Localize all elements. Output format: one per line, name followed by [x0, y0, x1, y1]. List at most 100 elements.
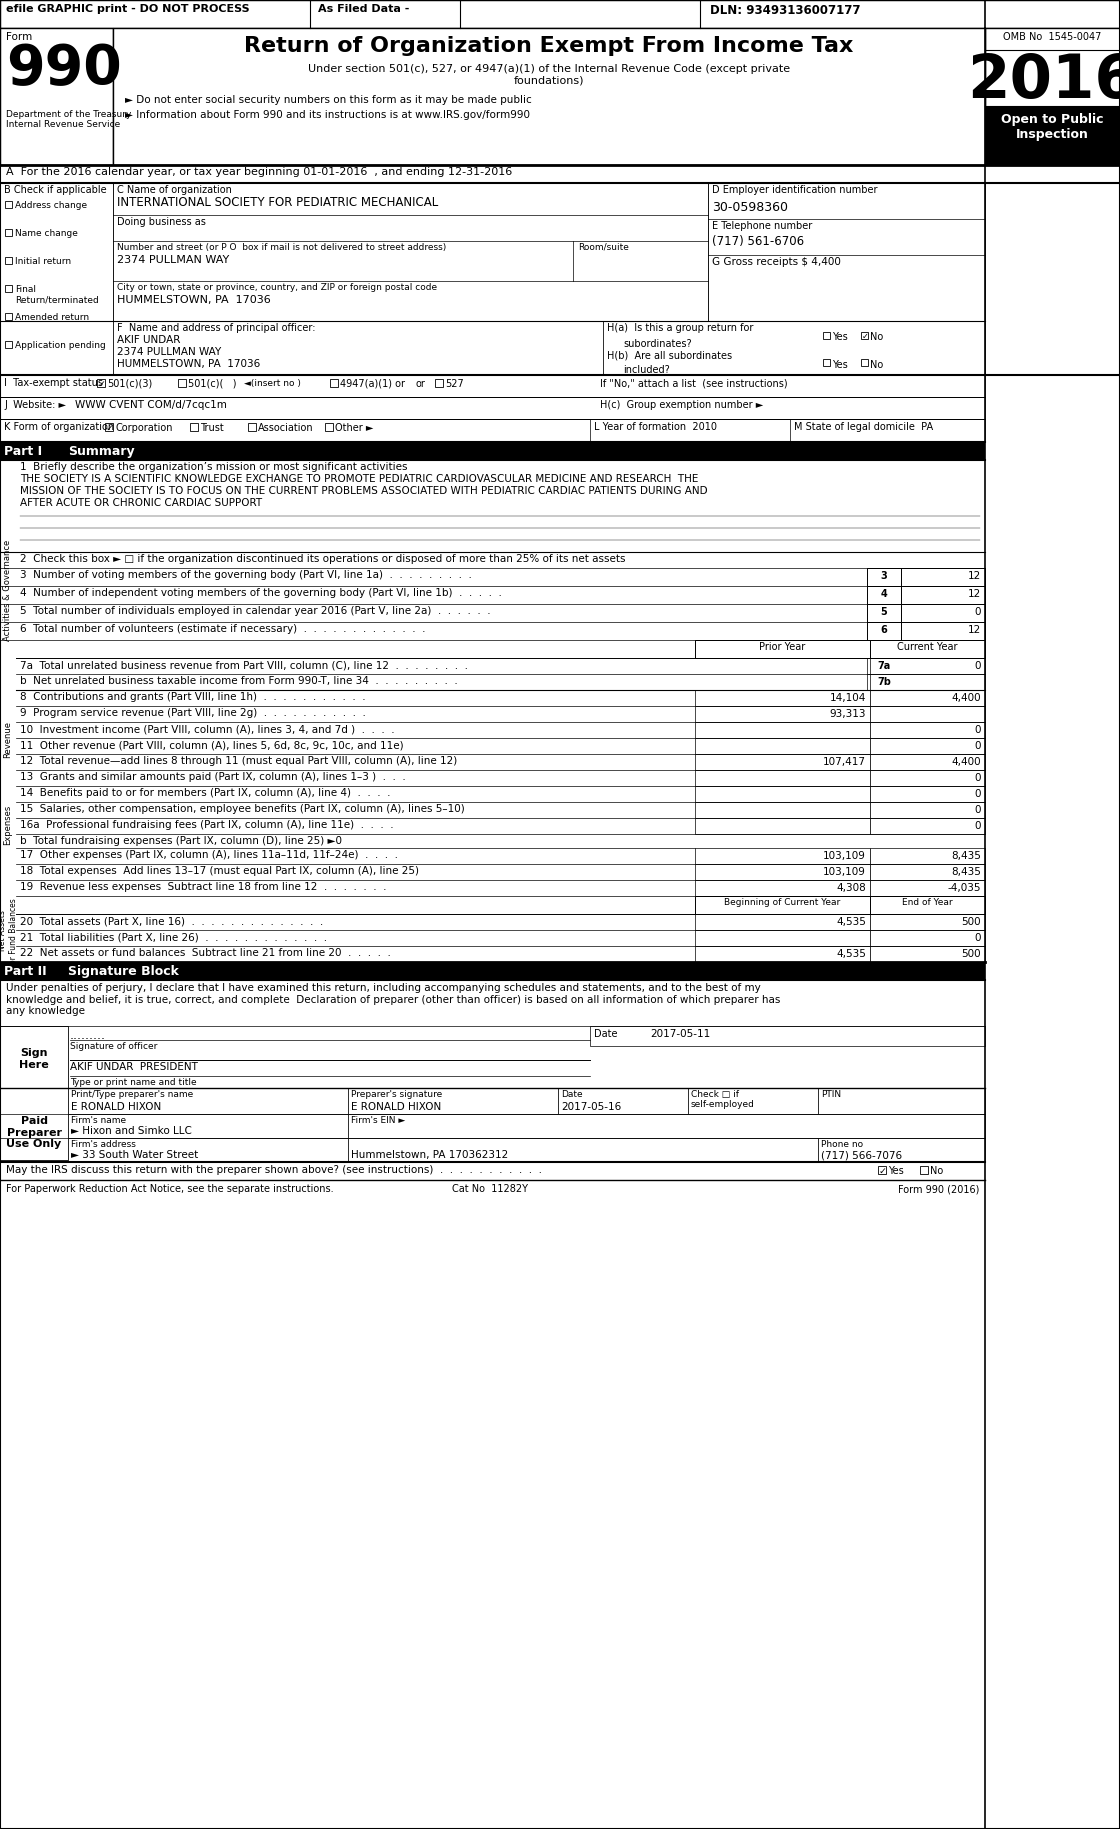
Text: ► Information about Form 990 and its instructions is at www.IRS.gov/form990: ► Information about Form 990 and its ins…: [125, 110, 530, 121]
Bar: [0, 375, 984, 397]
Text: For Paperwork Reduction Act Notice, see the separate instructions.: For Paperwork Reduction Act Notice, see …: [6, 1183, 334, 1194]
Text: AKIF UNDAR  PRESIDENT: AKIF UNDAR PRESIDENT: [69, 1063, 198, 1072]
Text: 8,435: 8,435: [951, 850, 981, 861]
Bar: [861, 358, 868, 366]
Bar: [325, 422, 333, 432]
Bar: [696, 801, 870, 818]
Text: Name change: Name change: [15, 229, 78, 238]
Text: (717) 561-6706: (717) 561-6706: [712, 234, 804, 249]
Text: 1  Briefly describe the organization’s mission or most significant activities: 1 Briefly describe the organization’s mi…: [20, 463, 408, 472]
Text: 30-0598360: 30-0598360: [712, 201, 788, 214]
Text: I  Tax-exempt status: I Tax-exempt status: [4, 379, 103, 388]
Text: 2374 PULLMAN WAY: 2374 PULLMAN WAY: [116, 254, 230, 265]
Bar: [113, 27, 984, 165]
Text: Date: Date: [561, 1090, 582, 1099]
Text: Firm's name: Firm's name: [71, 1116, 127, 1125]
Text: 500: 500: [961, 916, 981, 927]
Text: Signature of officer: Signature of officer: [69, 1043, 158, 1052]
Text: AFTER ACUTE OR CHRONIC CARDIAC SUPPORT: AFTER ACUTE OR CHRONIC CARDIAC SUPPORT: [20, 497, 262, 508]
Bar: [696, 770, 870, 786]
Text: 2017-05-16: 2017-05-16: [561, 1103, 622, 1112]
Bar: [688, 1088, 818, 1114]
Text: Print/Type preparer's name: Print/Type preparer's name: [71, 1090, 194, 1099]
Text: Yes: Yes: [832, 360, 848, 369]
Text: E RONALD HIXON: E RONALD HIXON: [71, 1103, 161, 1112]
Text: Hummelstown, PA 170362312: Hummelstown, PA 170362312: [351, 1150, 508, 1160]
Text: 0: 0: [974, 724, 981, 735]
Text: 4,400: 4,400: [951, 693, 981, 702]
Text: .........: .........: [69, 1030, 106, 1043]
Text: 103,109: 103,109: [823, 850, 866, 861]
Bar: [330, 379, 338, 388]
Text: No: No: [870, 333, 884, 342]
Text: ◄(insert no ): ◄(insert no ): [244, 379, 301, 388]
Bar: [97, 379, 105, 388]
Text: 7b: 7b: [877, 677, 890, 688]
Text: ► Hixon and Simko LLC: ► Hixon and Simko LLC: [71, 1127, 192, 1136]
Text: Part I: Part I: [4, 444, 43, 457]
Bar: [870, 946, 984, 962]
Text: K Form of organization: K Form of organization: [4, 422, 114, 432]
Text: ✓: ✓: [861, 333, 869, 342]
Bar: [348, 1114, 984, 1138]
Bar: [870, 675, 984, 690]
Text: ► Do not enter social security numbers on this form as it may be made public: ► Do not enter social security numbers o…: [125, 95, 532, 104]
Text: INTERNATIONAL SOCIETY FOR PEDIATRIC MECHANICAL: INTERNATIONAL SOCIETY FOR PEDIATRIC MECH…: [116, 196, 438, 209]
Text: (717) 566-7076: (717) 566-7076: [821, 1150, 902, 1160]
Bar: [870, 640, 984, 658]
Text: Corporation: Corporation: [115, 422, 172, 433]
Bar: [870, 818, 984, 834]
Text: 107,417: 107,417: [823, 757, 866, 766]
Text: HUMMELSTOWN, PA  17036: HUMMELSTOWN, PA 17036: [116, 294, 271, 305]
Text: 2  Check this box ► □ if the organization discontinued its operations or dispose: 2 Check this box ► □ if the organization…: [20, 554, 625, 563]
Text: 5: 5: [880, 607, 887, 616]
Text: Under penalties of perjury, I declare that I have examined this return, includin: Under penalties of perjury, I declare th…: [6, 982, 781, 1017]
Text: efile GRAPHIC print - DO NOT PROCESS: efile GRAPHIC print - DO NOT PROCESS: [6, 4, 250, 15]
Text: 6  Total number of volunteers (estimate if necessary)  .  .  .  .  .  .  .  .  .: 6 Total number of volunteers (estimate i…: [20, 624, 426, 635]
Bar: [0, 397, 984, 419]
Text: Address change: Address change: [15, 201, 87, 210]
Text: THE SOCIETY IS A SCIENTIFIC KNOWLEDGE EXCHANGE TO PROMOTE PEDIATRIC CARDIOVASCUL: THE SOCIETY IS A SCIENTIFIC KNOWLEDGE EX…: [20, 474, 699, 485]
Text: Cat No  11282Y: Cat No 11282Y: [452, 1183, 528, 1194]
Bar: [870, 722, 984, 737]
Bar: [603, 322, 984, 375]
Text: J  Website: ►: J Website: ►: [4, 401, 66, 410]
Bar: [696, 914, 870, 929]
Text: 21  Total liabilities (Part X, line 26)  .  .  .  .  .  .  .  .  .  .  .  .  .: 21 Total liabilities (Part X, line 26) .…: [20, 933, 327, 942]
Bar: [878, 1167, 886, 1174]
Bar: [870, 770, 984, 786]
Text: Date: Date: [594, 1030, 617, 1039]
Text: Application pending: Application pending: [15, 342, 105, 351]
Text: b  Total fundraising expenses (Part IX, column (D), line 25) ►0: b Total fundraising expenses (Part IX, c…: [20, 836, 342, 847]
Bar: [68, 1138, 348, 1161]
Text: -4,035: -4,035: [948, 883, 981, 893]
Text: 2016: 2016: [967, 51, 1120, 112]
Bar: [920, 1167, 928, 1174]
Text: 3: 3: [880, 571, 887, 582]
Bar: [696, 818, 870, 834]
Bar: [348, 1088, 558, 1114]
Bar: [900, 569, 984, 585]
Bar: [708, 183, 984, 375]
Text: 10  Investment income (Part VIII, column (A), lines 3, 4, and 7d )  .  .  .  .: 10 Investment income (Part VIII, column …: [20, 724, 394, 733]
Text: 12: 12: [968, 589, 981, 600]
Text: Doing business as: Doing business as: [116, 218, 206, 227]
Text: Beginning of Current Year: Beginning of Current Year: [724, 898, 840, 907]
Bar: [696, 690, 870, 706]
Text: 527: 527: [445, 379, 464, 390]
Text: Other ►: Other ►: [335, 422, 373, 433]
Bar: [696, 640, 870, 658]
Text: 12: 12: [968, 626, 981, 635]
Text: or: or: [416, 379, 424, 390]
Text: 15  Salaries, other compensation, employee benefits (Part IX, column (A), lines : 15 Salaries, other compensation, employe…: [20, 805, 465, 814]
Text: Revenue: Revenue: [3, 721, 12, 759]
Bar: [696, 849, 870, 863]
Text: 12: 12: [968, 571, 981, 582]
Bar: [696, 754, 870, 770]
Text: Return of Organization Exempt From Income Tax: Return of Organization Exempt From Incom…: [244, 37, 853, 57]
Text: 4,308: 4,308: [837, 883, 866, 893]
Text: H(b)  Are all subordinates: H(b) Are all subordinates: [607, 351, 732, 360]
Bar: [870, 863, 984, 880]
Bar: [190, 422, 198, 432]
Text: 7a: 7a: [877, 660, 890, 671]
